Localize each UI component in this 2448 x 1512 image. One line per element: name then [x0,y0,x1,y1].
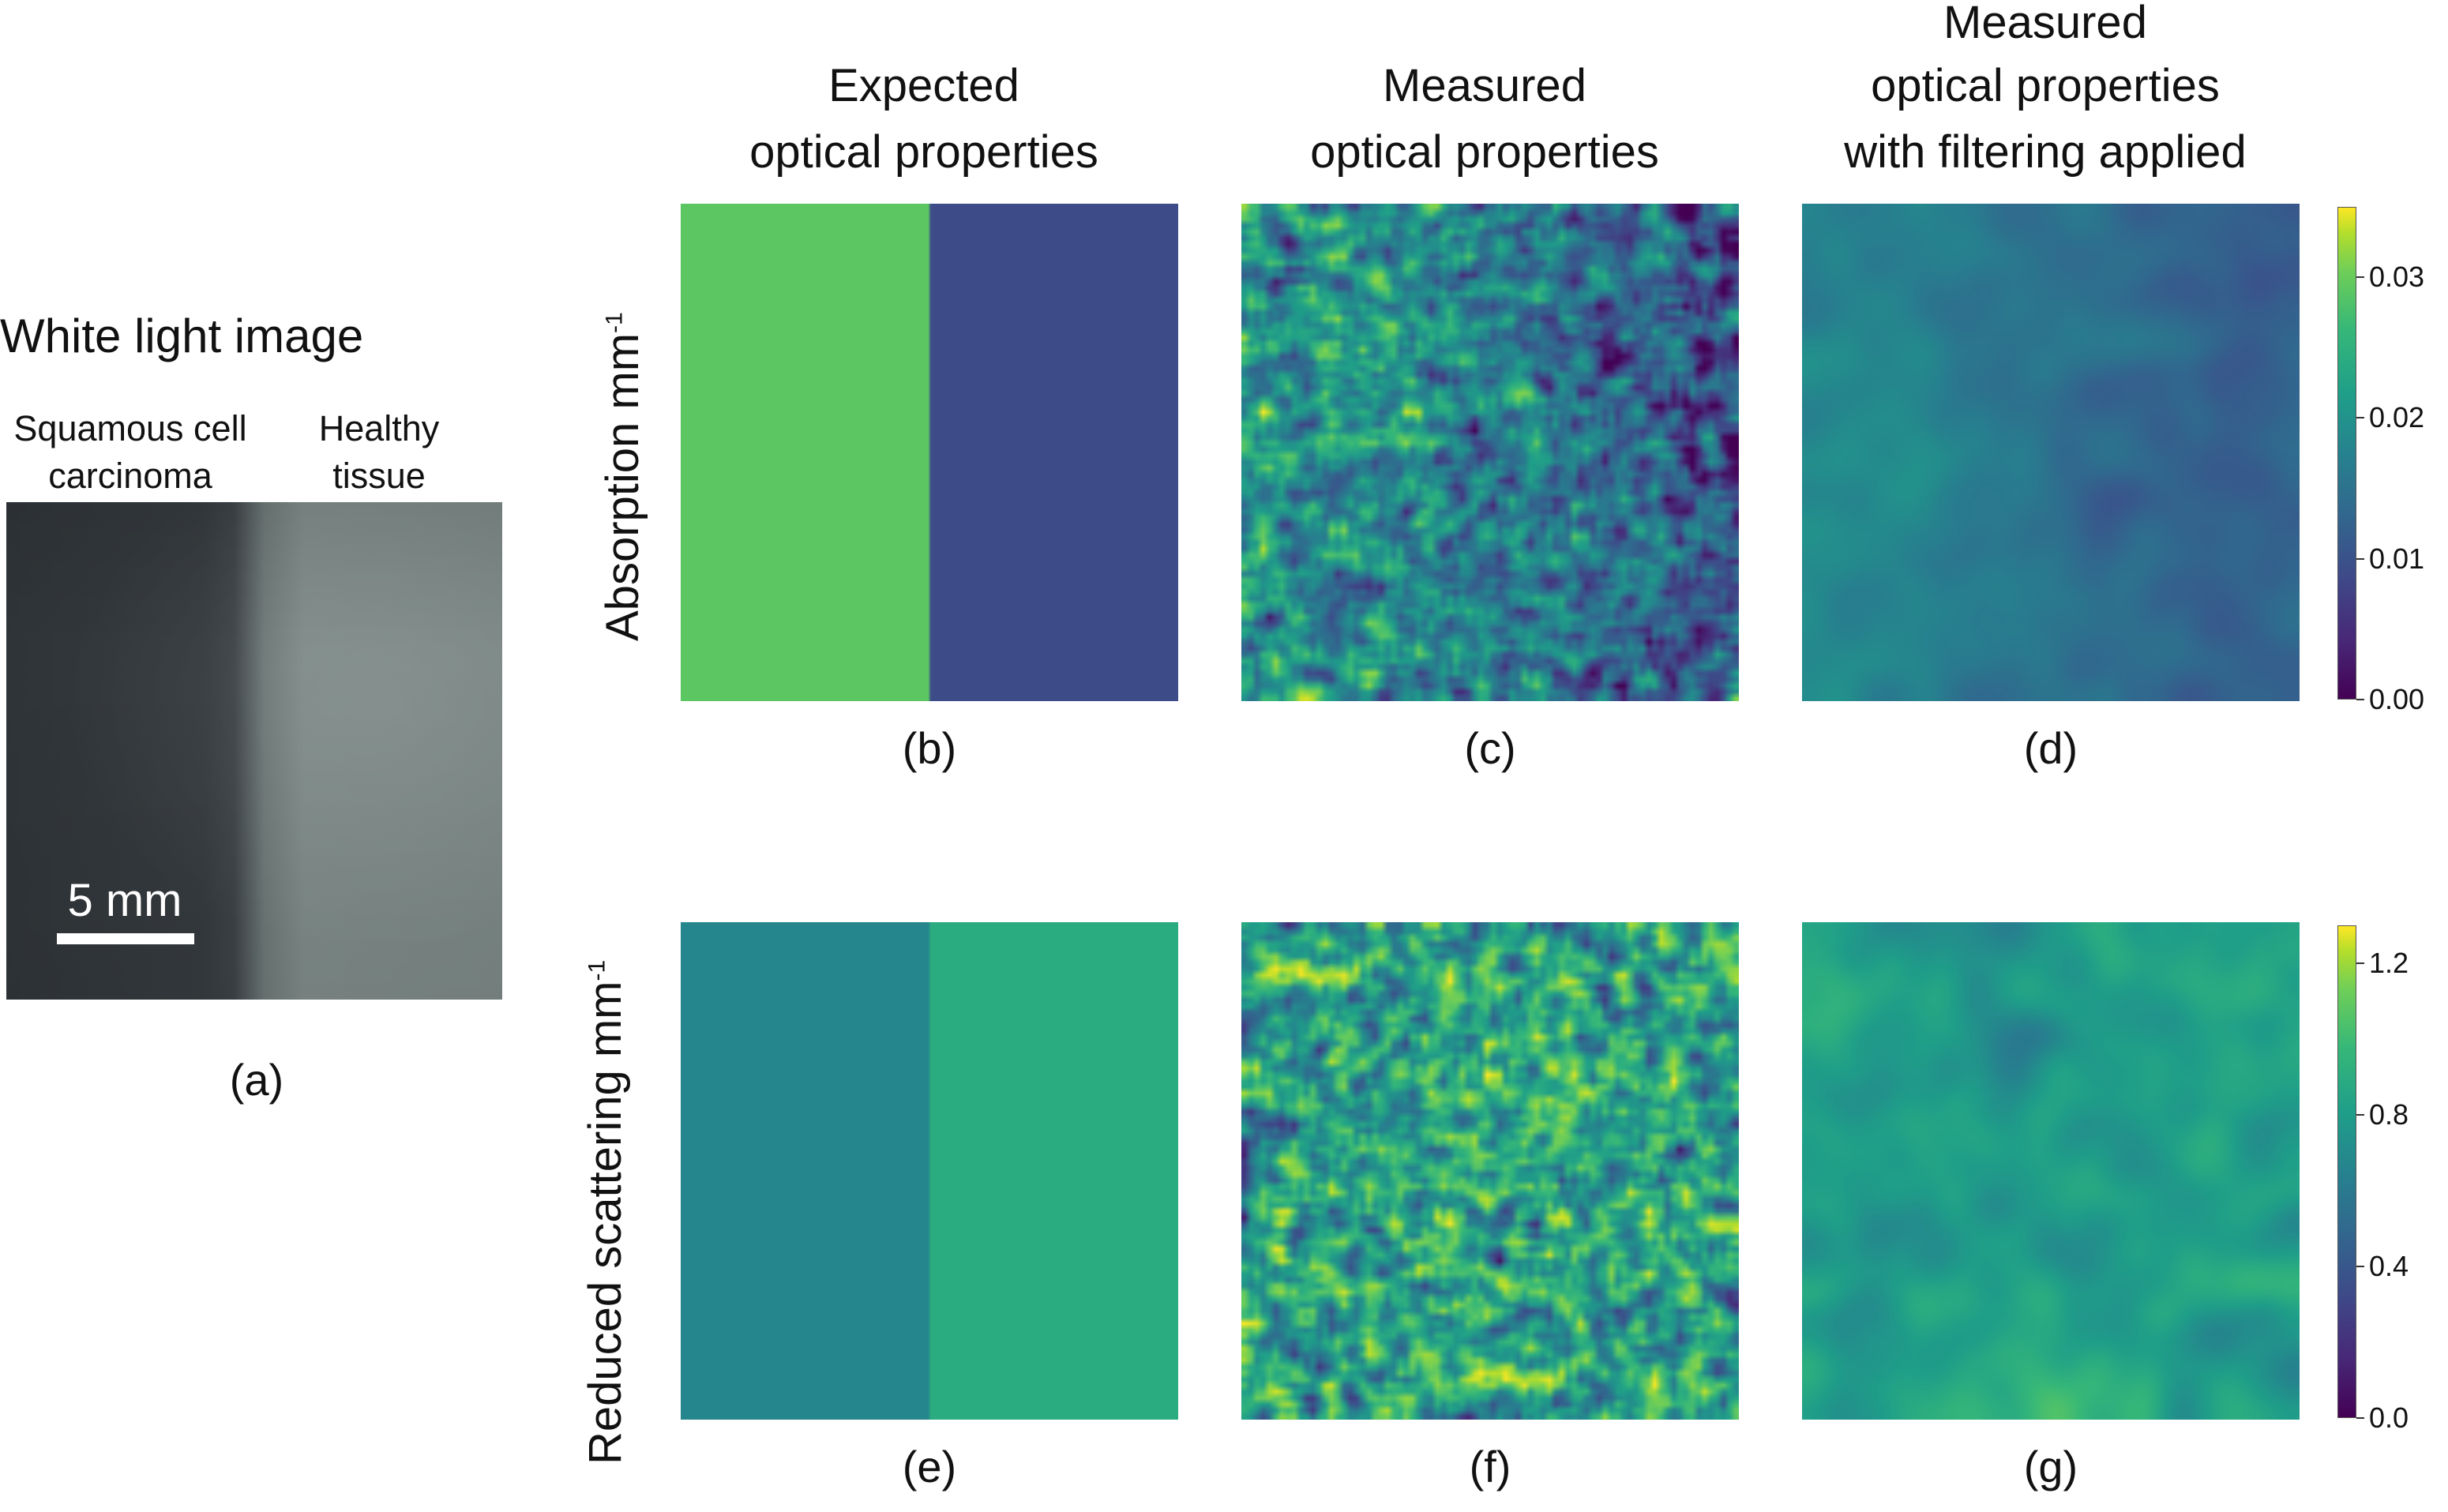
photo-shading [6,502,502,1000]
header-expected-line1: Expected [828,60,1019,111]
heatmap-f [1241,922,1739,1420]
scattering-label-exp: -1 [584,959,610,981]
heatmap-c [1241,204,1739,701]
header-measured-line2: optical properties [1310,126,1659,178]
colorbar-absorption [2337,207,2356,700]
header-measured-line1: Measured [1383,60,1586,111]
header-filtered-line2: optical properties [1871,60,2220,111]
caption-d: (d) [2023,723,2078,773]
scattering-label-text: Reduced scattering mm [580,981,631,1465]
heatmap-e [681,922,1178,1420]
scattering-colorbar-tick-label: 0.0 [2369,1401,2409,1434]
scattering-colorbar-tick-label: 1.2 [2369,947,2409,979]
scattering-colorbar-tick [2356,962,2364,964]
squamous-label-line2: carcinoma [48,456,212,496]
scale-bar-label: 5 mm [67,875,182,926]
scattering-colorbar-tick-label: 0.4 [2369,1250,2409,1282]
absorption-colorbar-tick [2356,276,2364,279]
row-label-absorption: Absorption mm-1 [596,312,649,641]
absorption-colorbar-tick [2356,557,2364,560]
absorption-colorbar-tick-label: 0.01 [2369,542,2425,575]
white-light-photo: 5 mm [6,502,502,1000]
heatmap-d [1802,204,2300,701]
caption-g: (g) [2023,1442,2078,1491]
absorption-colorbar-tick-label: 0.00 [2369,683,2425,715]
colorbar-scattering [2337,925,2356,1418]
absorption-colorbar-tick-label: 0.02 [2369,401,2425,434]
scattering-colorbar-tick [2356,1417,2364,1419]
caption-e: (e) [902,1442,957,1491]
scattering-colorbar-tick-label: 0.8 [2369,1098,2409,1131]
caption-a: (a) [229,1055,284,1105]
heatmap-b [681,204,1178,701]
row-label-scattering: Reduced scattering mm-1 [579,960,632,1465]
panel-a-title: White light image [0,310,364,362]
squamous-label-line1: Squamous cell [13,408,247,448]
caption-f: (f) [1469,1442,1511,1491]
header-filtered-line1: Measured [1943,0,2147,48]
scattering-colorbar-tick [2356,1114,2364,1116]
healthy-label-line2: tissue [332,456,426,496]
absorption-colorbar-tick [2356,417,2364,419]
caption-b: (b) [902,723,957,773]
scale-bar [57,933,194,944]
header-expected-line2: optical properties [749,126,1098,178]
absorption-label-text: Absorption mm [597,332,648,641]
absorption-colorbar-tick-label: 0.03 [2369,261,2425,294]
scattering-colorbar-tick [2356,1266,2364,1267]
healthy-label-line1: Healthy [318,408,440,448]
caption-c: (c) [1464,723,1516,773]
absorption-label-exp: -1 [601,312,628,333]
heatmap-g [1802,922,2300,1420]
header-filtered-line3: with filtering applied [1844,126,2247,178]
absorption-colorbar-tick [2356,699,2364,700]
